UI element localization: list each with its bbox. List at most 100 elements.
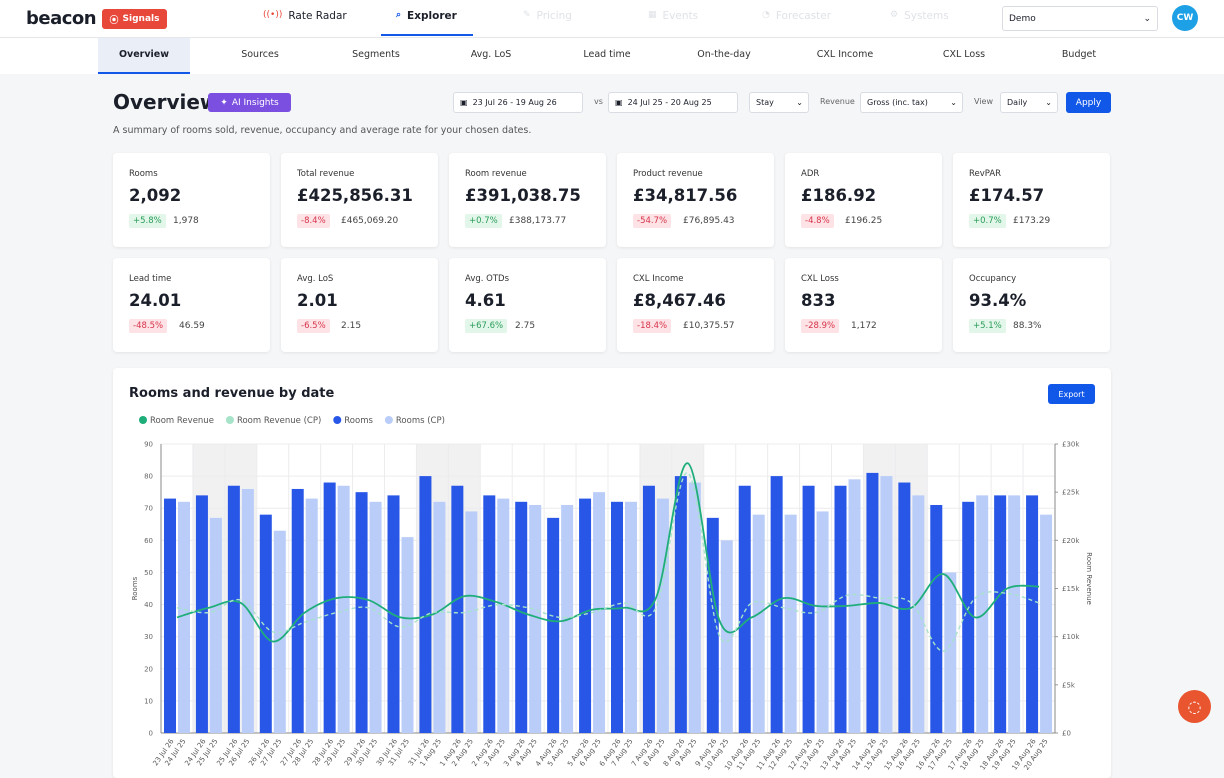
ai-insights-button[interactable]: ✦ AI Insights [208,93,291,112]
tab[interactable]: Avg. LoS [470,49,512,60]
kpi-value: 24.01 [129,291,182,310]
nav-item[interactable]: ⌕ Explorer [396,10,457,22]
bar [674,476,687,733]
kpi-card: Rooms 2,092 +5.8% 1,978 [113,153,270,247]
nav-label: Explorer [407,10,457,22]
compare-range[interactable]: ▣ 24 Jul 25 - 20 Aug 25 [608,92,738,113]
bar [962,501,975,733]
legend-label[interactable]: Rooms (CP) [396,416,445,426]
kpi-card: Occupancy 93.4% +5.1% 88.3% [953,258,1110,352]
kpi-card: CXL Loss 833 -28.9% 1,172 [785,258,942,352]
bar [611,501,623,733]
tab-bar: Overview Sources Segments Avg. LoS Lead time… [0,38,1224,74]
bar [497,498,510,733]
kpi-label: Rooms [129,169,158,179]
legend-label[interactable]: Rooms [344,416,373,426]
kpi-value: £186.92 [801,186,877,205]
kpi-value: 2.01 [297,291,338,310]
bar [930,505,943,733]
apply-button[interactable]: Apply [1066,92,1111,113]
y2-axis-title: Room Revenue [1085,552,1093,605]
kpi-label: ADR [801,169,820,179]
y2-tick-label: £25k [1062,489,1080,497]
nav-item[interactable]: ⚙ Systems [890,10,949,22]
vs-label: vs [594,97,603,106]
avatar[interactable]: CW [1172,5,1198,31]
bar [305,498,318,733]
bar [1040,514,1053,733]
y2-tick-label: £10k [1062,633,1080,641]
tab[interactable]: Segments [352,49,400,60]
y2-tick-label: £15k [1062,585,1080,593]
date-type-select[interactable]: Stay ⌄ [749,92,809,113]
revenue-label: Revenue [820,97,855,106]
nav-item[interactable]: ✎ Pricing [523,10,572,22]
property-select[interactable]: Demo ⌄ [1002,6,1158,31]
bar [784,514,797,733]
view-select[interactable]: Daily ⌄ [1000,92,1058,113]
kpi-value: £391,038.75 [465,186,581,205]
tab[interactable]: Sources [241,49,279,60]
bar [1008,495,1021,733]
date-type-text: Stay [756,98,774,107]
bar [178,501,190,733]
kpi-previous: 88.3% [1013,321,1042,331]
nav-item[interactable]: ▦ Events [648,10,698,22]
kpi-label: Total revenue [297,169,355,179]
property-label: Demo [1009,13,1036,24]
kpi-label: CXL Loss [801,274,839,284]
kpi-card: RevPAR £174.57 +0.7% £173.29 [953,153,1110,247]
tab[interactable]: Overview [118,49,170,60]
y-tick-label: 60 [144,537,153,545]
bar [209,517,222,733]
tab[interactable]: CXL Loss [942,49,986,60]
y-tick-label: 80 [144,473,153,481]
tab[interactable]: Budget [1061,49,1097,60]
y2-tick-label: £30k [1062,441,1080,449]
kpi-previous: £196.25 [845,216,883,226]
y-tick-label: 20 [144,665,153,673]
bar [451,485,464,733]
bar [465,511,478,733]
nav-item[interactable]: ◔ Forecaster [762,10,831,22]
bar [976,495,989,733]
tab[interactable]: CXL Income [816,49,874,60]
kpi-change: -28.9% [801,319,840,333]
nav-icon: ▦ [648,10,657,20]
kpi-change: +5.1% [969,319,1006,333]
kpi-card: CXL Income £8,467.46 -18.4% £10,375.57 [617,258,774,352]
y-tick-label: 70 [144,505,153,513]
kpi-label: Room revenue [465,169,527,179]
kpi-previous: £465,069.20 [341,216,399,226]
kpi-previous: £173.29 [1013,216,1051,226]
bar [419,476,432,733]
nav-item[interactable]: ((•)) Rate Radar [263,10,347,22]
revenue-text: Gross (inc. tax) [867,98,928,107]
nav-label: Forecaster [775,10,832,22]
legend-label[interactable]: Room Revenue (CP) [237,416,321,426]
kpi-change: -54.7% [633,214,672,228]
active-tab-bg [98,38,190,74]
line [176,472,1040,652]
tab[interactable]: On-the-day [697,49,751,60]
chart-card: Rooms and revenue by date Export 0 10 20 30… [113,368,1111,778]
legend-swatch [333,416,342,424]
bar [259,514,272,733]
bar [848,479,861,733]
export-button[interactable]: Export [1048,384,1095,404]
bar [227,485,240,733]
signals-button[interactable]: ⦿ Signals [102,9,167,29]
bar [579,498,592,733]
bar [770,476,783,733]
date-range[interactable]: ▣ 23 Jul 26 - 19 Aug 26 [453,92,583,113]
bar [738,485,751,733]
chat-button[interactable]: ◌ [1178,690,1211,723]
kpi-previous: £76,895.43 [683,216,735,226]
revenue-select[interactable]: Gross (inc. tax) ⌄ [860,92,963,113]
bar [752,514,765,733]
tab[interactable]: Lead time [583,49,631,60]
kpi-label: RevPAR [969,169,1002,179]
logo[interactable]: beacon [26,8,97,29]
legend-label[interactable]: Room Revenue [150,416,214,426]
